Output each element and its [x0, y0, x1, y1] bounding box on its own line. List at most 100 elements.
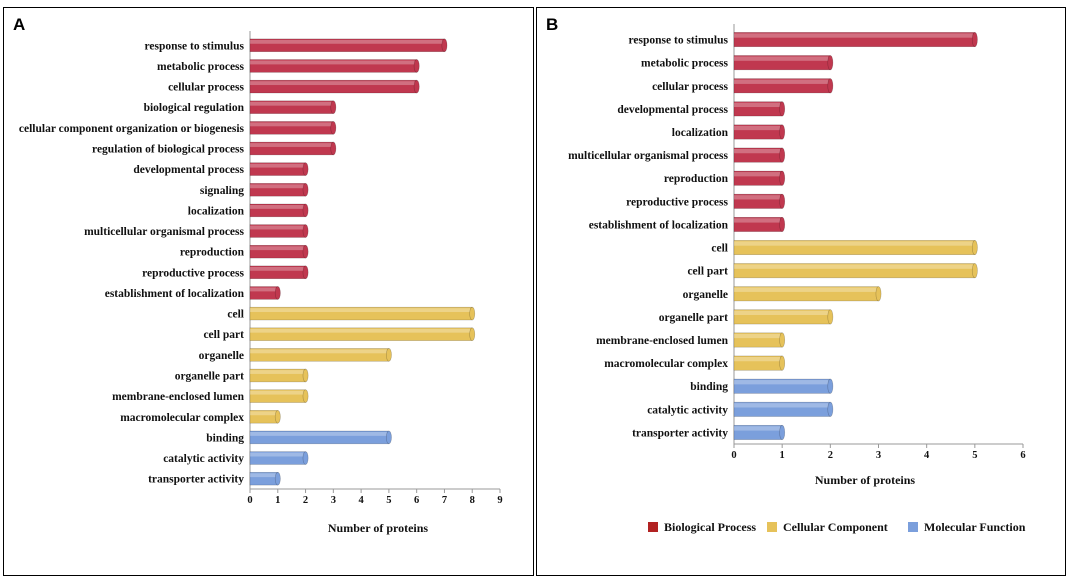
- bar-highlight: [250, 349, 387, 354]
- bar-end-cap: [827, 401, 834, 417]
- bar-end-cap: [827, 78, 834, 94]
- category-label: cellular process: [168, 82, 244, 94]
- bar-group: [249, 430, 392, 445]
- bar-highlight: [250, 473, 276, 478]
- bar-end-cap: [302, 265, 309, 280]
- bar-group: [249, 451, 309, 465]
- bar-end-cap: [302, 389, 309, 403]
- x-tick-label: 3: [876, 450, 881, 461]
- category-label: membrane-enclosed lumen: [112, 391, 245, 403]
- bar-highlight: [734, 333, 781, 339]
- bar-end-cap: [875, 286, 882, 302]
- bar-highlight: [734, 356, 781, 362]
- panel-label-b: B: [546, 15, 559, 34]
- bar-highlight: [734, 195, 781, 200]
- bar-group: [733, 32, 978, 48]
- bar-end-cap: [779, 332, 786, 348]
- category-label: reproductive process: [142, 267, 244, 279]
- category-label: developmental process: [617, 104, 728, 116]
- bar-end-cap: [971, 240, 978, 256]
- bar-end-cap: [779, 147, 786, 163]
- bar-highlight: [734, 102, 781, 108]
- bar-end-cap: [971, 32, 978, 48]
- legend-item: Molecular Function: [908, 520, 1026, 534]
- bar-end-cap: [469, 327, 476, 341]
- bar-highlight: [734, 380, 829, 385]
- category-label: cellular process: [652, 81, 728, 93]
- bar-highlight: [250, 60, 415, 65]
- bar-end-cap: [413, 59, 420, 73]
- x-tick-label: 5: [386, 495, 391, 506]
- bar-highlight: [250, 163, 304, 168]
- bar-group: [733, 309, 834, 325]
- bar-end-cap: [330, 141, 337, 156]
- x-tick-label: 2: [303, 495, 308, 506]
- legend-item: Biological Process: [648, 520, 756, 534]
- bar-group: [249, 141, 337, 156]
- panel-b: B response to stimulus metabolic process c…: [536, 7, 1066, 576]
- bar-highlight: [250, 184, 304, 189]
- x-axis-title: Number of proteins: [815, 473, 916, 487]
- category-label: establishment of localization: [589, 219, 729, 231]
- bar-highlight: [250, 266, 304, 271]
- bar-end-cap: [302, 203, 309, 218]
- bar-group: [249, 348, 392, 362]
- bar-group: [249, 471, 281, 486]
- bar-group: [733, 124, 786, 140]
- bar-end-cap: [274, 471, 281, 486]
- bar-group: [733, 78, 834, 94]
- category-label: organelle: [683, 289, 728, 301]
- category-label: response to stimulus: [629, 35, 729, 47]
- bar-end-cap: [779, 424, 786, 440]
- bar-highlight: [250, 205, 304, 209]
- bar-highlight: [734, 148, 781, 154]
- category-label: reproduction: [180, 247, 245, 259]
- category-label: multicellular organismal process: [568, 150, 728, 162]
- x-tick-label: 3: [331, 495, 336, 506]
- bar-highlight: [250, 432, 387, 436]
- category-label: metabolic process: [157, 61, 245, 73]
- bar-highlight: [250, 308, 471, 313]
- bar-highlight: [734, 403, 829, 408]
- bar-group: [733, 378, 834, 394]
- bar-end-cap: [779, 124, 786, 140]
- category-label: cell: [711, 243, 728, 255]
- category-label: cell part: [203, 329, 244, 341]
- bar-group: [733, 170, 786, 186]
- x-tick-label: 6: [414, 495, 419, 506]
- bar-highlight: [250, 101, 332, 106]
- bar-end-cap: [441, 38, 448, 53]
- bar-group: [733, 193, 786, 209]
- bar-end-cap: [385, 430, 392, 445]
- category-label: membrane-enclosed lumen: [596, 335, 729, 347]
- bar-group: [249, 100, 337, 114]
- category-label: multicellular organismal process: [84, 226, 244, 238]
- x-tick-label: 0: [731, 450, 736, 461]
- bar-group: [733, 401, 834, 417]
- x-tick-label: 8: [470, 495, 475, 506]
- category-label: cellular component organization or bioge…: [19, 123, 245, 135]
- x-tick-label: 4: [358, 495, 364, 506]
- bar-highlight: [734, 56, 829, 61]
- bar-highlight: [250, 370, 304, 374]
- bar-end-cap: [274, 286, 281, 300]
- category-label: transporter activity: [148, 474, 244, 486]
- bar-end-cap: [302, 451, 309, 465]
- bar-group: [733, 55, 834, 71]
- bar-end-cap: [779, 355, 786, 371]
- bar-group: [249, 327, 476, 341]
- category-label: response to stimulus: [145, 40, 245, 52]
- category-label: binding: [206, 432, 244, 444]
- bar-end-cap: [413, 79, 420, 94]
- bar-group: [249, 79, 420, 94]
- bar-end-cap: [779, 170, 786, 186]
- x-tick-label: 2: [828, 450, 833, 461]
- legend-label: Cellular Component: [783, 520, 888, 534]
- bar-group: [733, 332, 786, 348]
- category-label: transporter activity: [632, 427, 728, 439]
- category-label: organelle part: [175, 371, 244, 383]
- bar-group: [733, 286, 882, 302]
- bar-end-cap: [827, 378, 834, 394]
- bar-highlight: [250, 39, 443, 44]
- bar-end-cap: [274, 410, 281, 424]
